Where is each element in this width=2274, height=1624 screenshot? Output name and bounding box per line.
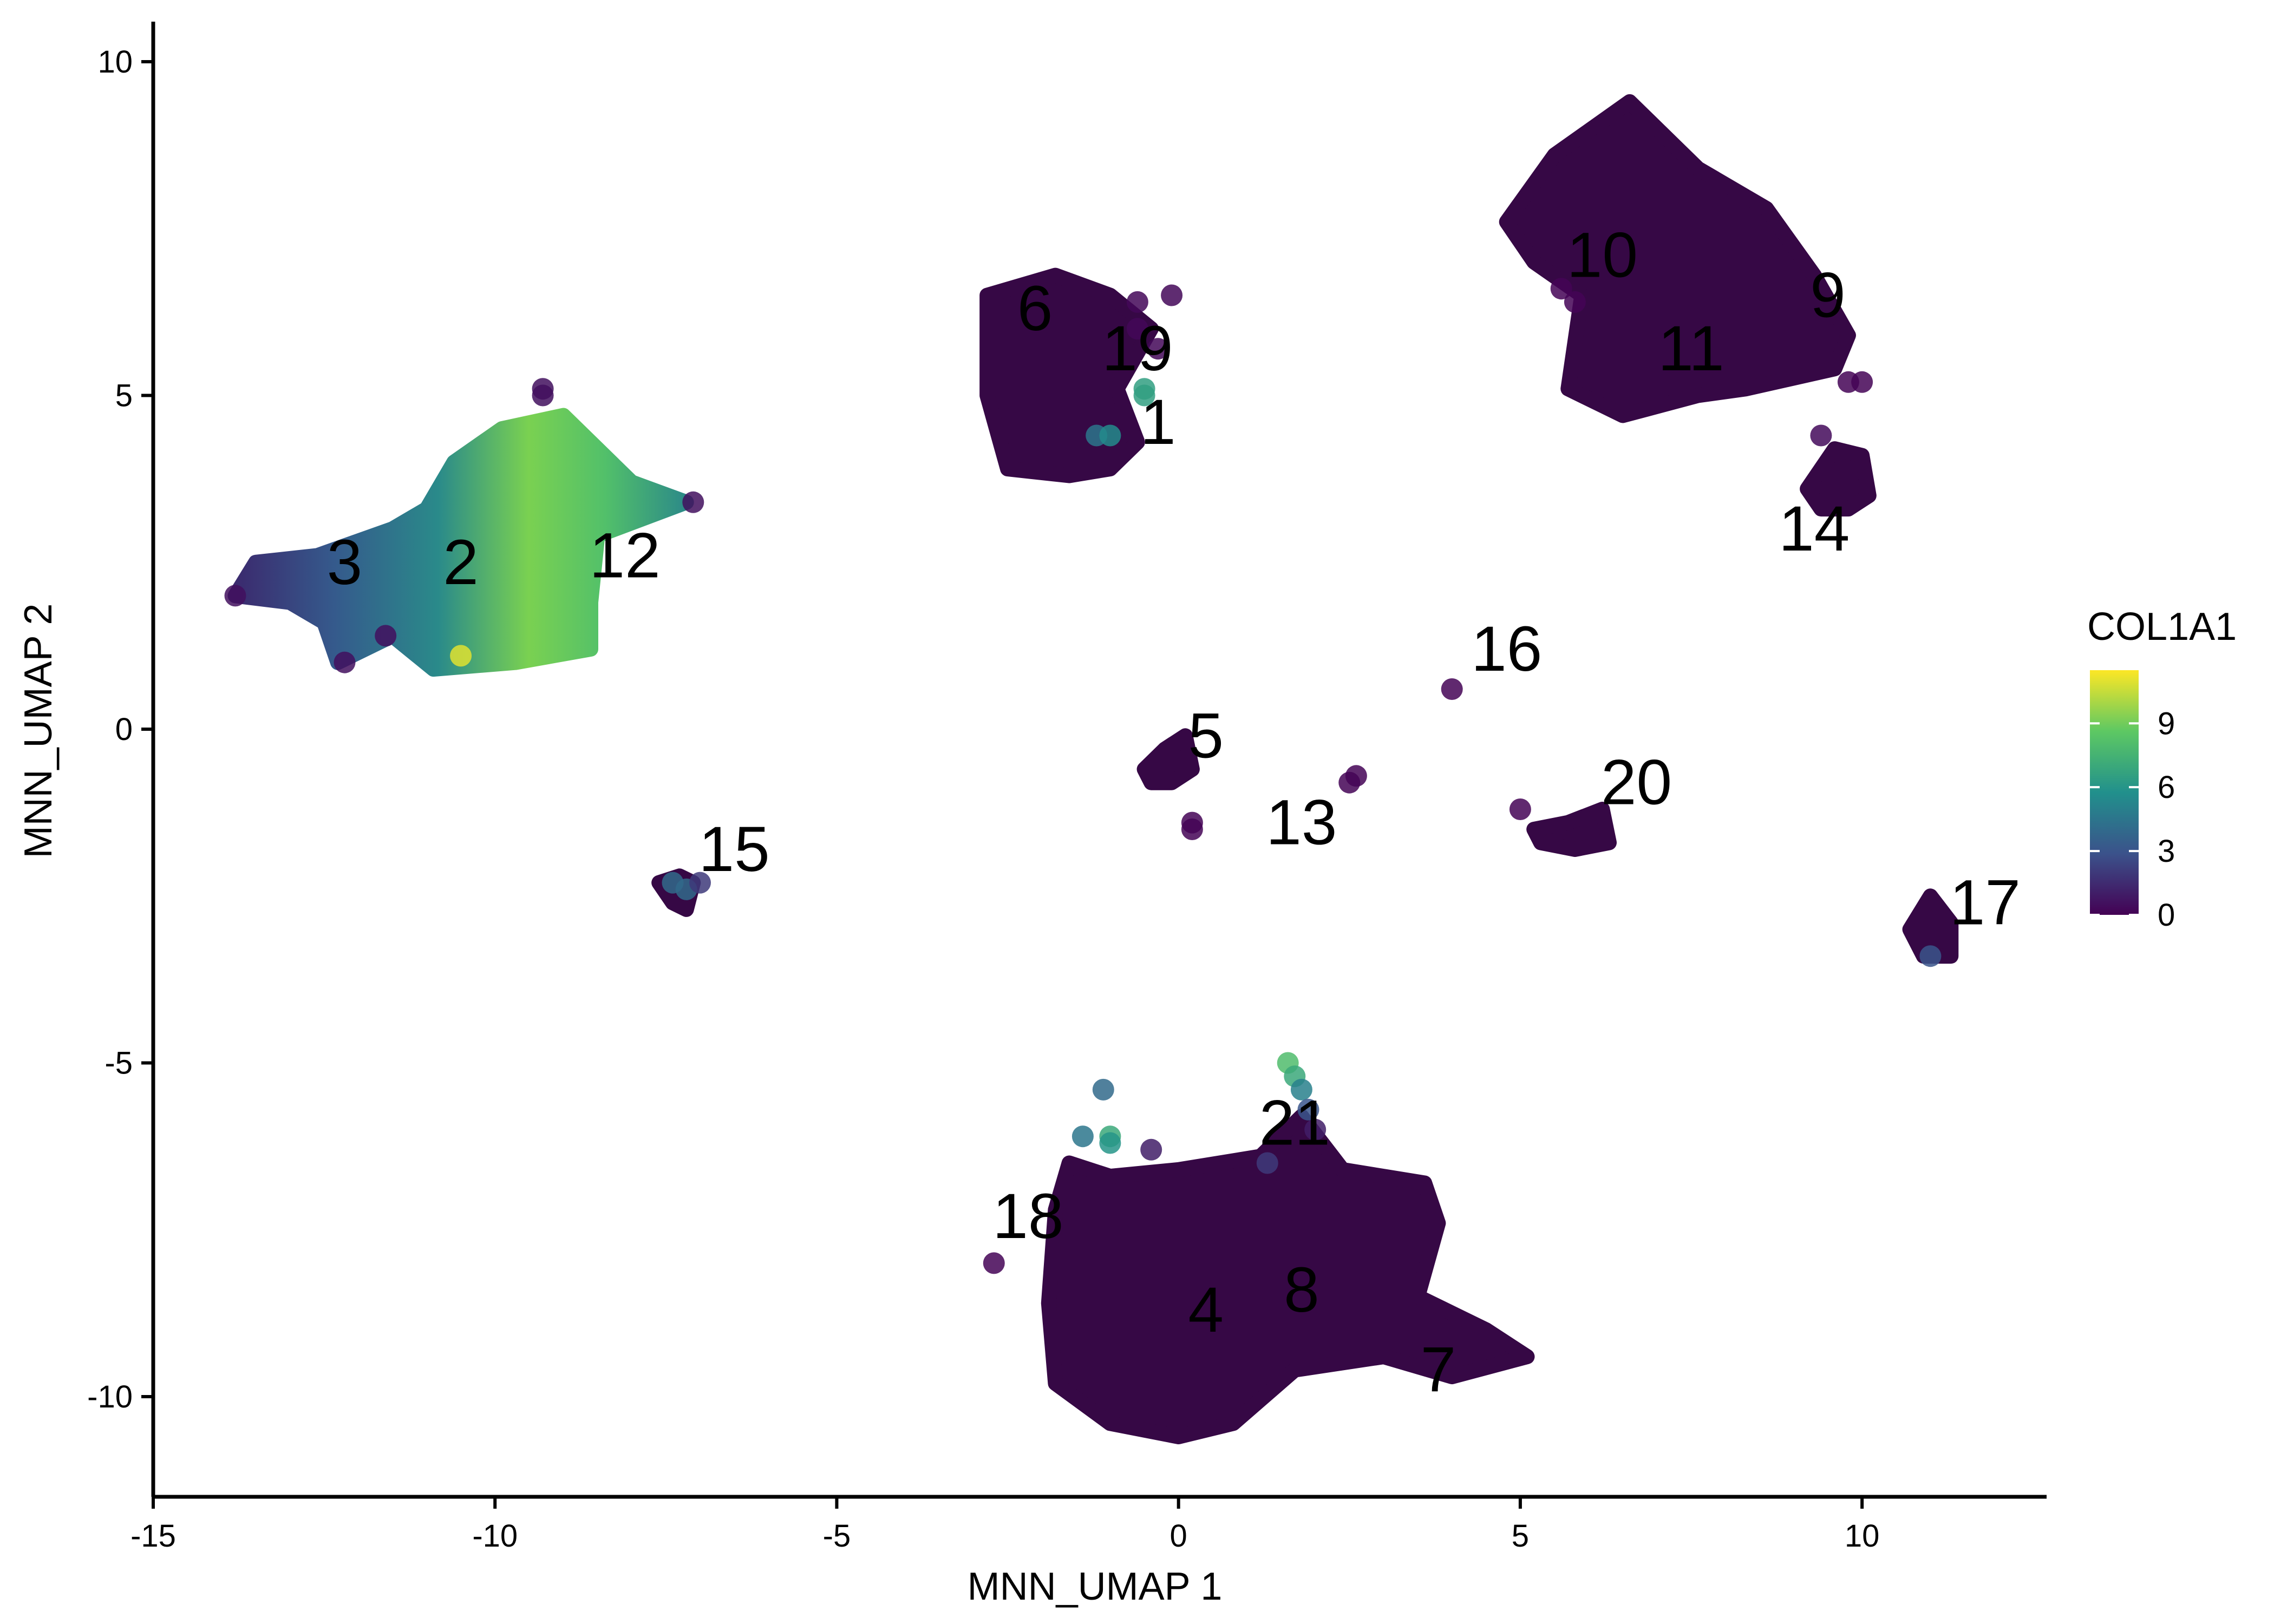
data-point	[1837, 371, 1859, 393]
data-point	[334, 651, 356, 673]
x-tick-label: -15	[130, 1518, 176, 1554]
data-point	[1304, 1118, 1327, 1141]
data-point	[1441, 678, 1463, 700]
x-axis-title: MNN_UMAP 1	[968, 1565, 1223, 1608]
cluster-label-13: 13	[1266, 787, 1337, 859]
cluster-label-21: 21	[1259, 1088, 1330, 1159]
y-tick-label: -10	[87, 1379, 133, 1415]
cluster-label-14: 14	[1779, 493, 1850, 565]
cluster-label-5: 5	[1188, 700, 1224, 771]
data-point	[1147, 338, 1169, 360]
data-point	[375, 625, 397, 647]
x-tick-label: 0	[1170, 1518, 1187, 1554]
cluster-label-10: 10	[1567, 220, 1638, 291]
data-point	[1099, 1132, 1121, 1154]
legend-title: COL1A1	[2087, 605, 2237, 649]
data-point	[1133, 384, 1155, 407]
y-axis-ticks: -10 -5 0 5 10	[87, 44, 153, 1415]
data-point	[1550, 278, 1572, 300]
data-point	[983, 1252, 1005, 1274]
data-point	[1290, 1078, 1312, 1101]
data-point	[1564, 291, 1586, 313]
legend: COL1A1 0 3 6 9	[2087, 605, 2237, 933]
y-tick-label: 10	[97, 44, 133, 80]
data-point	[224, 585, 246, 607]
cluster-label-1: 1	[1140, 387, 1176, 458]
data-point	[1092, 1078, 1114, 1101]
cluster-label-9: 9	[1810, 260, 1846, 331]
cluster-region-4	[1041, 1109, 1535, 1444]
data-point	[689, 872, 711, 894]
y-tick-label: -5	[104, 1046, 133, 1081]
cluster-label-3: 3	[327, 527, 363, 598]
cluster-label-7: 7	[1421, 1334, 1456, 1406]
cluster-label-11: 11	[1658, 313, 1724, 384]
data-point	[1810, 424, 1832, 447]
cluster-label-20: 20	[1601, 747, 1672, 818]
cluster-label-6: 6	[1017, 273, 1053, 344]
data-point	[682, 491, 704, 513]
legend-tick-label: 3	[2158, 834, 2175, 869]
x-tick-label: -10	[472, 1518, 518, 1554]
data-point	[1338, 771, 1361, 794]
legend-tick-label: 9	[2158, 706, 2175, 741]
data-point	[1509, 798, 1531, 820]
data-point	[1256, 1152, 1278, 1174]
x-axis-ticks: -15 -10 -5 0 5 10	[130, 1497, 1879, 1554]
cluster-label-15: 15	[698, 814, 769, 885]
legend-tick-label: 0	[2158, 898, 2175, 933]
data-point	[1297, 1098, 1319, 1121]
cluster-label-17: 17	[1950, 867, 2021, 939]
data-point	[1919, 945, 1942, 967]
cluster-label-2: 2	[443, 527, 479, 598]
x-tick-label: 5	[1512, 1518, 1529, 1554]
x-tick-label: 10	[1845, 1518, 1880, 1554]
data-point	[1140, 1138, 1162, 1161]
cluster-label-12: 12	[589, 520, 660, 591]
legend-ticks: 0 3 6 9	[2090, 706, 2175, 933]
cluster-label-18: 18	[992, 1181, 1063, 1252]
legend-colorbar	[2090, 670, 2139, 915]
data-point	[1181, 818, 1203, 840]
data-point	[450, 645, 472, 667]
cluster-region-5	[1800, 441, 1877, 517]
cluster-label-8: 8	[1284, 1254, 1319, 1326]
data-point	[1071, 1125, 1094, 1148]
cluster-region-3	[1499, 94, 1856, 423]
cluster-label-19: 19	[1102, 313, 1173, 384]
data-point	[1126, 318, 1148, 340]
cluster-label-4: 4	[1188, 1274, 1224, 1346]
x-tick-label: -5	[823, 1518, 851, 1554]
legend-tick-label: 6	[2158, 770, 2175, 805]
data-point	[532, 384, 554, 407]
cluster-region-7	[1526, 802, 1617, 857]
cluster-region-8	[1136, 728, 1200, 790]
cluster-regions	[227, 94, 1959, 1444]
data-point	[1099, 424, 1121, 447]
data-points	[224, 278, 1942, 1274]
cluster-label-16: 16	[1471, 613, 1542, 685]
y-tick-label: 5	[115, 378, 133, 413]
axes: -15 -10 -5 0 5 10 -10 -5 0 5 10	[87, 22, 2047, 1554]
data-point	[1126, 291, 1148, 313]
y-tick-label: 0	[115, 712, 133, 747]
data-point	[1161, 284, 1183, 306]
y-axis-title: MNN_UMAP 2	[17, 604, 60, 859]
